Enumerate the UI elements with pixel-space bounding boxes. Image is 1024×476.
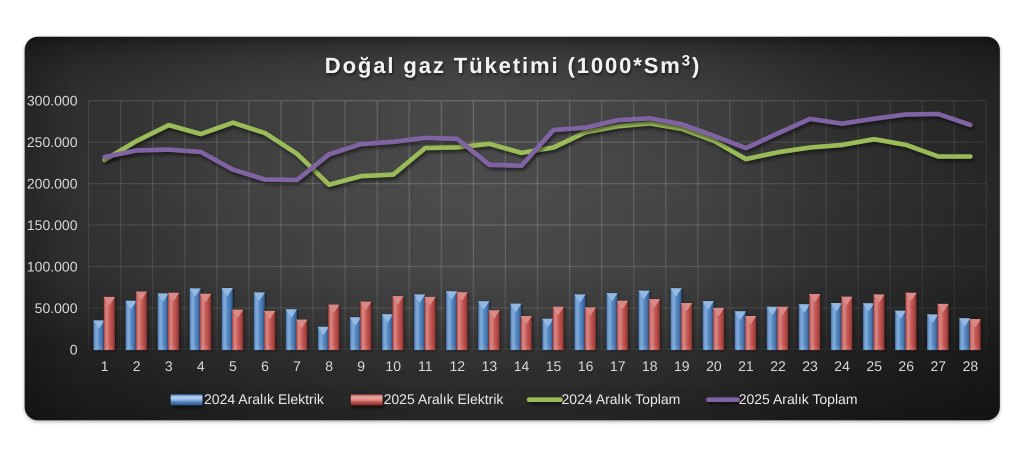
- svg-text:15: 15: [546, 358, 562, 374]
- svg-text:100.000: 100.000: [27, 259, 78, 275]
- svg-text:23: 23: [802, 358, 818, 374]
- svg-text:5: 5: [229, 358, 237, 374]
- svg-text:7: 7: [293, 358, 301, 374]
- svg-text:8: 8: [325, 358, 333, 374]
- svg-text:24: 24: [834, 358, 850, 374]
- svg-text:13: 13: [482, 358, 498, 374]
- svg-text:250.000: 250.000: [27, 134, 78, 150]
- svg-text:3: 3: [165, 358, 173, 374]
- svg-text:150.000: 150.000: [27, 217, 78, 233]
- svg-text:Doğal gaz Tüketimi (1000*Sm3): Doğal gaz Tüketimi (1000*Sm3): [325, 53, 701, 79]
- svg-text:300.000: 300.000: [27, 93, 78, 109]
- svg-text:25: 25: [866, 358, 882, 374]
- svg-text:27: 27: [931, 358, 947, 374]
- svg-text:0: 0: [70, 341, 78, 357]
- svg-text:17: 17: [610, 358, 626, 374]
- svg-text:200.000: 200.000: [27, 176, 78, 192]
- svg-text:12: 12: [450, 358, 466, 374]
- svg-text:20: 20: [706, 358, 722, 374]
- svg-text:2025 Aralık Elektrik: 2025 Aralık Elektrik: [384, 391, 505, 407]
- svg-text:26: 26: [898, 358, 914, 374]
- svg-text:50.000: 50.000: [35, 300, 78, 316]
- svg-text:4: 4: [197, 358, 205, 374]
- svg-text:2024 Aralık Toplam: 2024 Aralık Toplam: [562, 391, 681, 407]
- svg-text:18: 18: [642, 358, 658, 374]
- svg-text:16: 16: [578, 358, 594, 374]
- svg-text:22: 22: [770, 358, 786, 374]
- svg-text:1: 1: [101, 358, 109, 374]
- svg-text:9: 9: [357, 358, 365, 374]
- svg-text:14: 14: [514, 358, 530, 374]
- svg-text:28: 28: [963, 358, 979, 374]
- svg-text:6: 6: [261, 358, 269, 374]
- svg-text:11: 11: [418, 358, 433, 374]
- svg-text:2: 2: [133, 358, 141, 374]
- svg-text:2025 Aralık Toplam: 2025 Aralık Toplam: [739, 391, 858, 407]
- svg-text:10: 10: [385, 358, 401, 374]
- svg-text:19: 19: [674, 358, 690, 374]
- svg-text:2024 Aralık Elektrik: 2024 Aralık Elektrik: [204, 391, 325, 407]
- svg-text:21: 21: [738, 358, 754, 374]
